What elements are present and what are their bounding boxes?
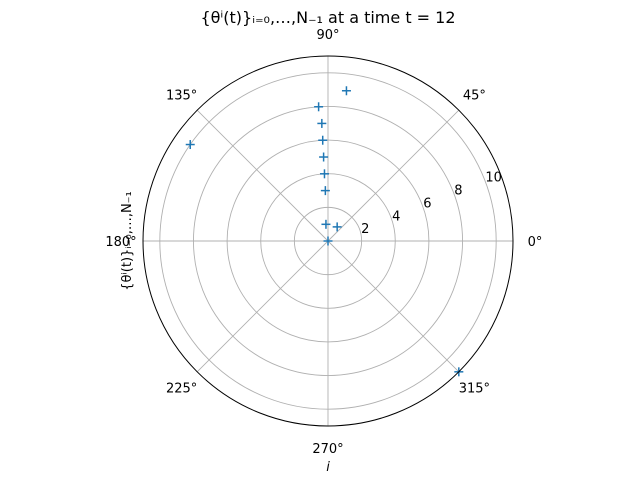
angular-gridline [196,109,329,242]
data-point [323,236,333,246]
data-point [320,186,330,196]
data-point [317,118,327,128]
angular-gridline [327,240,460,373]
x-axis-label: i [326,460,330,475]
angle-tick-label: 0° [528,235,543,250]
data-point [319,152,329,162]
radial-tick-label: 10 [485,171,502,186]
radial-tick-label: 8 [454,184,462,199]
polar-grid [143,56,513,426]
data-point [314,102,324,112]
angle-tick-label: 315° [459,381,490,396]
radial-tick-label: 6 [423,196,431,211]
angle-tick-label: 270° [312,442,343,457]
angular-gridline [196,240,329,373]
data-point [185,140,195,150]
chart-title: {θⁱ(t)}ᵢ₌₀,…,N₋₁ at a time t = 12 [200,8,455,27]
angle-tick-label: 90° [316,28,339,43]
tick-labels: 2 4 6 8 10 0° 45° 90° 135° 180° 225° 270° 315° [105,28,542,457]
data-point [332,222,342,232]
angle-tick-label: 225° [166,381,197,396]
angle-tick-label: 45° [463,89,486,104]
data-point [321,219,331,229]
angle-tick-label: 135° [166,89,197,104]
polar-frame [142,55,514,427]
angular-gridline [327,109,460,242]
data-point [319,169,329,179]
data-point [318,135,328,145]
data-point [341,86,351,96]
y-axis-label: {θⁱ(t)}ᵢ₌₀,…,N₋₁ [120,191,135,291]
radial-tick-label: 4 [392,209,400,224]
radial-tick-label: 2 [361,222,369,237]
angle-tick-label: 180° [105,235,136,250]
